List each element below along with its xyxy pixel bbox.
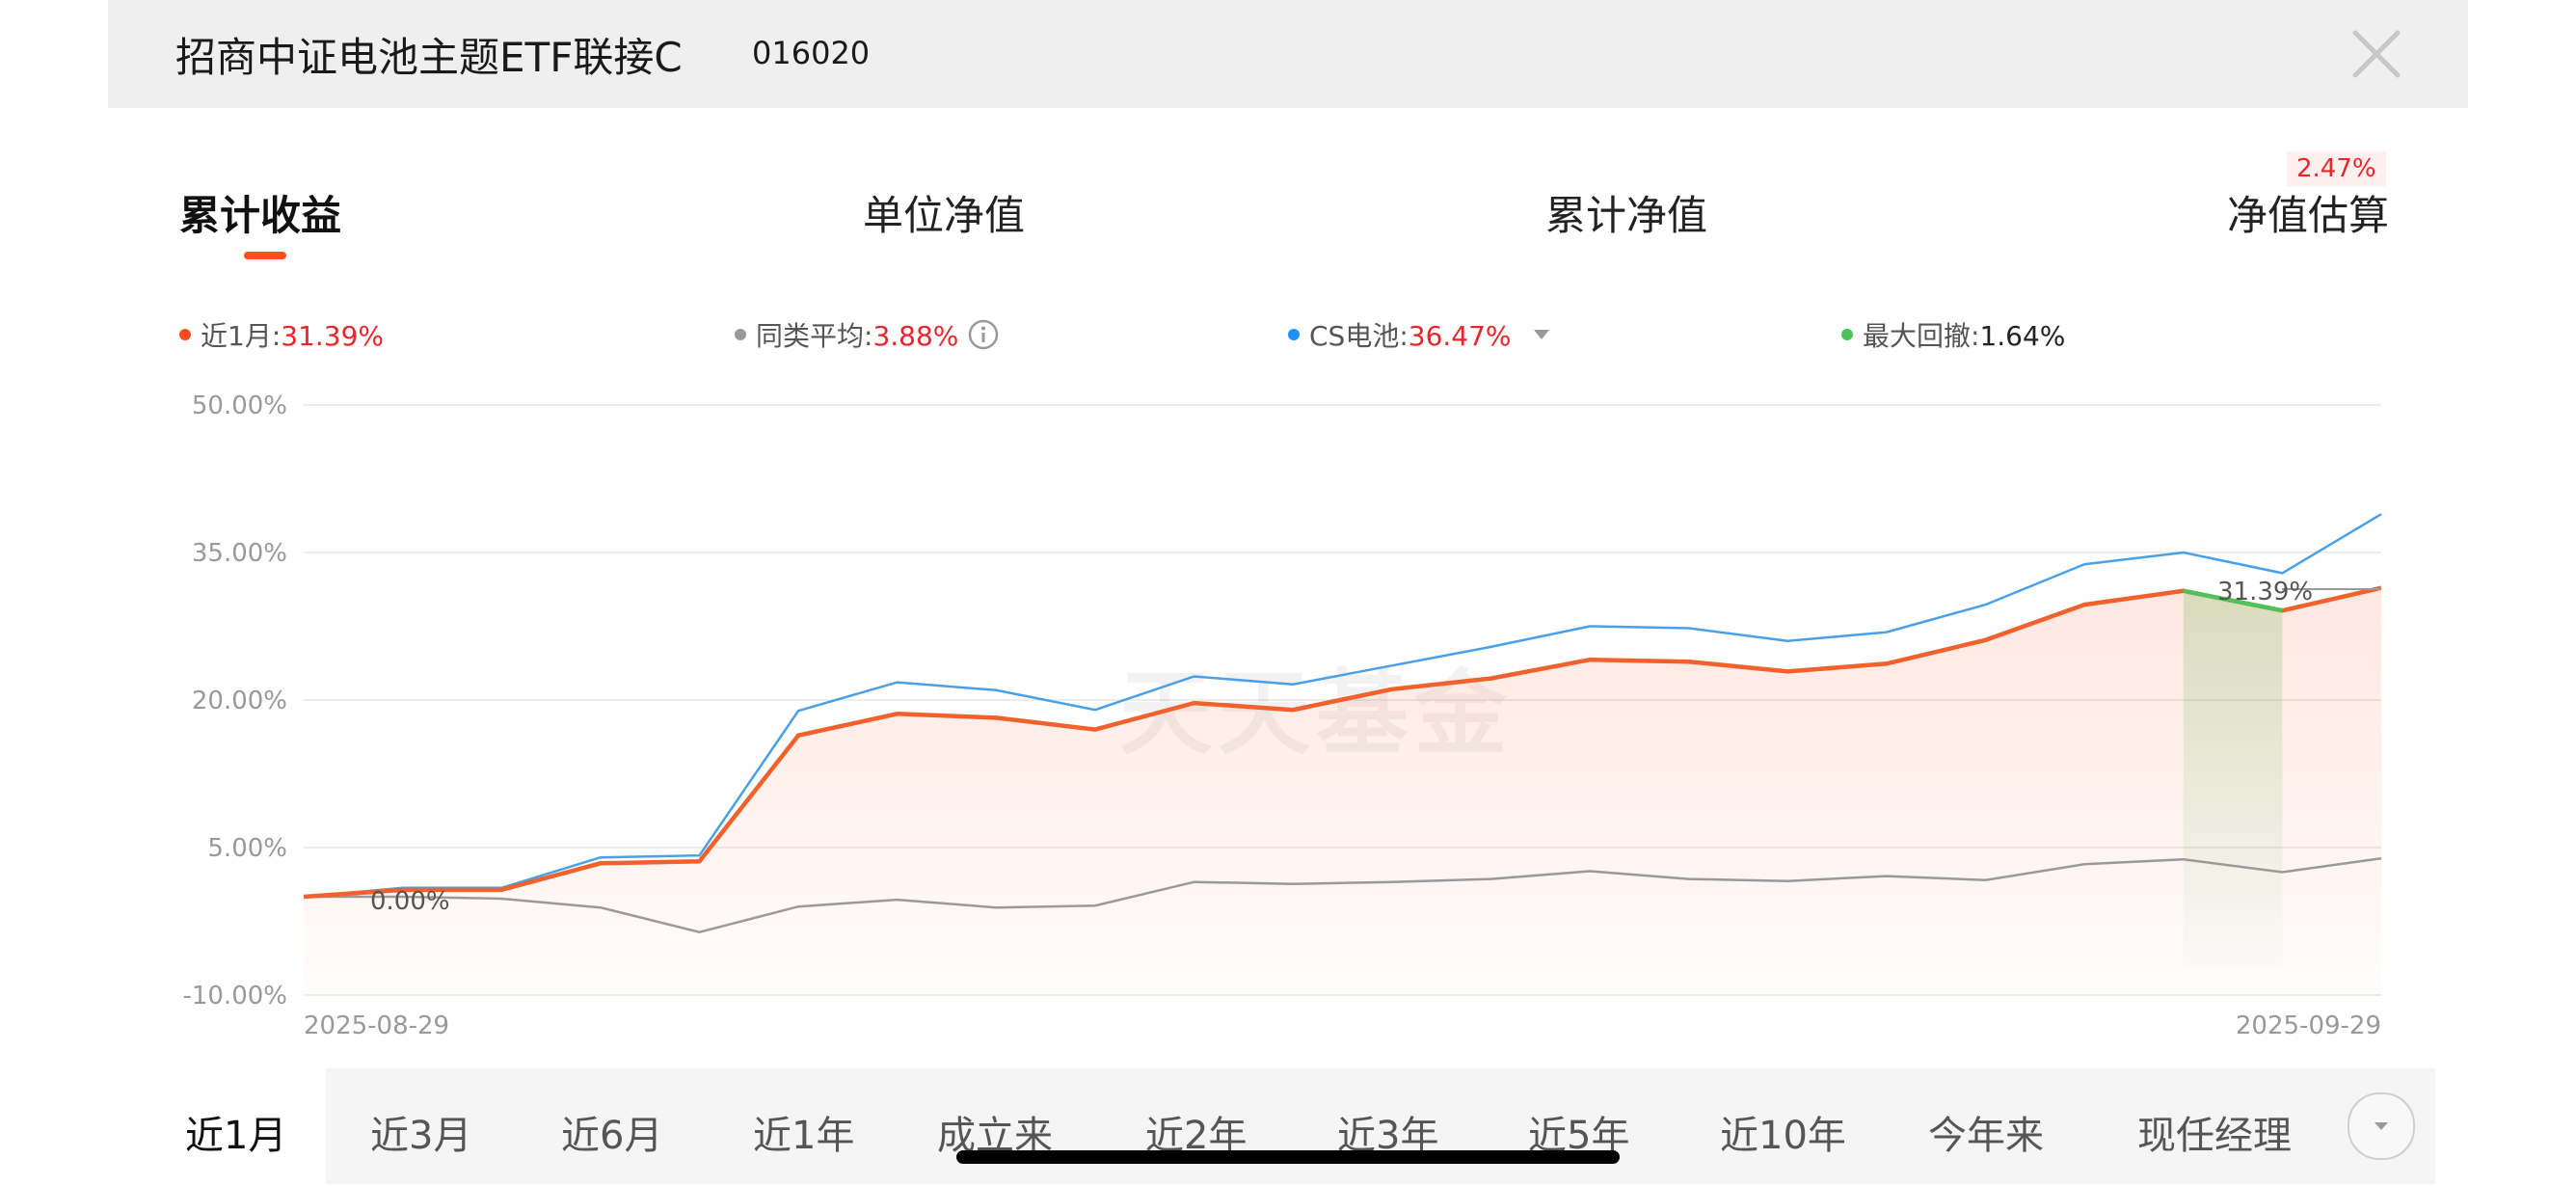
tab-unit-nav[interactable]: 单位净值	[863, 192, 1026, 239]
tab-nav-estimate[interactable]: 净值估算	[2227, 192, 2390, 239]
period-6m[interactable]: 近6月	[561, 1114, 663, 1158]
period-ytd[interactable]: 今年来	[1928, 1114, 2044, 1158]
chevron-down-icon	[2375, 1122, 2388, 1130]
legend-dot-index	[1288, 329, 1300, 340]
series-line-fund	[303, 585, 2382, 900]
x-end-label: 2025-09-29	[2236, 1011, 2381, 1040]
legend-average-label: 同类平均:	[756, 320, 873, 352]
info-icon[interactable]	[968, 319, 999, 350]
y-tick-label: 5.00%	[207, 834, 287, 863]
legend-index-value: 36.47%	[1408, 320, 1512, 352]
estimate-change-badge: 2.47%	[2287, 151, 2386, 186]
legend-drawdown-value: 1.64%	[1979, 320, 2066, 352]
legend-fund-label: 近1月:	[201, 320, 282, 352]
start-value-annotation: 0.00%	[370, 887, 450, 916]
legend-index[interactable]: CS电池:36.47%	[1288, 315, 1550, 354]
caret-down-icon[interactable]	[1533, 329, 1550, 340]
period-3m[interactable]: 近3月	[370, 1114, 472, 1158]
legend-average-value: 3.88%	[872, 320, 959, 352]
legend-dot-average	[735, 329, 746, 340]
y-tick-label: 50.00%	[192, 391, 287, 420]
home-indicator	[956, 1150, 1620, 1164]
legend-category-average: 同类平均:3.88%	[735, 315, 999, 354]
legend-dot-drawdown	[1841, 329, 1853, 340]
legend-index-label: CS电池:	[1309, 320, 1409, 352]
more-periods-button[interactable]	[2348, 1092, 2415, 1160]
y-axis: 50.00% 35.00% 20.00% 5.00% -10.00%	[182, 391, 287, 1011]
period-10y[interactable]: 近10年	[1720, 1114, 1846, 1158]
legend-fund-value: 31.39%	[281, 320, 385, 352]
y-tick-label: 20.00%	[192, 687, 287, 715]
series-line-index	[303, 513, 2382, 899]
series-line-drawdown	[2183, 588, 2283, 613]
period-current-manager[interactable]: 现任经理	[2137, 1114, 2292, 1158]
active-tab-indicator	[244, 252, 286, 259]
y-tick-label: -10.00%	[182, 982, 287, 1011]
fund-code: 016020	[752, 35, 871, 71]
period-1m[interactable]: 近1月	[185, 1114, 287, 1158]
period-1y[interactable]: 近1年	[753, 1114, 855, 1158]
legend-drawdown-label: 最大回撤:	[1863, 320, 1980, 352]
tab-cumulative-return[interactable]: 累计收益	[179, 192, 342, 239]
y-tick-label: 35.00%	[192, 539, 287, 568]
series-line-category-average	[304, 856, 2382, 933]
tab-cumulative-nav[interactable]: 累计净值	[1545, 192, 1708, 239]
period-selector	[326, 1068, 2435, 1184]
fund-header: 招商中证电池主题ETF联接C 016020	[108, 0, 2468, 108]
x-start-label: 2025-08-29	[304, 1011, 449, 1040]
legend-dot-fund	[179, 329, 191, 340]
close-icon[interactable]	[2349, 27, 2403, 81]
fund-area	[304, 587, 2381, 995]
legend-max-drawdown: 最大回撤:1.64%	[1841, 315, 2065, 354]
return-chart[interactable]: 50.00% 35.00% 20.00% 5.00% -10.00% 天天基金 …	[0, 376, 2576, 1051]
end-value-annotation: 31.39%	[2217, 578, 2313, 606]
legend-fund: 近1月:31.39%	[179, 315, 384, 354]
fund-title: 招商中证电池主题ETF联接C	[175, 34, 683, 81]
